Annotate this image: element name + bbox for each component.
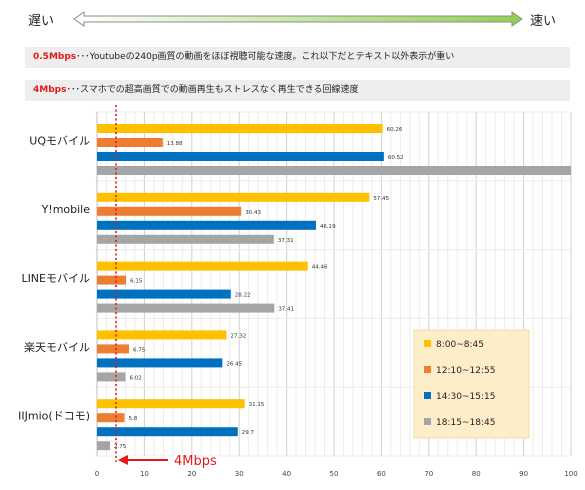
bar-3: [97, 220, 316, 230]
bar-1: [97, 261, 308, 271]
note-0-5mbps: 0.5Mbps･･･Youtubeの240p画質の動画をほぼ視聴可能な速度。これ…: [25, 47, 570, 68]
note-0-5mbps-text: ･･･Youtubeの240p画質の動画をほぼ視聴可能な速度。これ以下だとテキス…: [76, 52, 455, 62]
bar-2: [97, 206, 242, 216]
category-label: 楽天モバイル: [24, 341, 90, 354]
x-tick-label: 80: [472, 470, 481, 478]
x-tick-label: 60: [377, 470, 386, 478]
bar-2: [97, 344, 129, 354]
x-tick-label: 0: [95, 470, 99, 478]
data-label: 2.75: [114, 444, 127, 450]
x-tick-label: 70: [424, 470, 433, 478]
legend-swatch-4: [424, 418, 431, 425]
bar-4: [97, 234, 274, 244]
data-label: 30.43: [245, 210, 261, 216]
data-label: 6.02: [130, 375, 142, 381]
bar-1: [97, 330, 227, 340]
data-label: 60.52: [388, 155, 404, 161]
x-tick-label: 90: [519, 470, 528, 478]
legend-label-4: 18:15~18:45: [436, 418, 495, 428]
legend-swatch-1: [424, 340, 431, 347]
data-label: 31.15: [249, 402, 265, 408]
slow-fast-arrow: [73, 11, 523, 27]
data-label: 46.19: [320, 224, 336, 230]
note-4mbps-text: ･･･スマホでの超高画質での動画再生もストレスなく再生できる回線速度: [66, 85, 359, 95]
data-label: 44.46: [312, 265, 328, 271]
bar-3: [97, 289, 231, 299]
category-label: UQモバイル: [29, 134, 90, 147]
data-label: 37.41: [278, 307, 294, 313]
data-label: 13.88: [167, 141, 183, 147]
bar-2: [97, 275, 127, 285]
x-tick-label: 40: [282, 470, 291, 478]
data-label: 27.32: [230, 333, 246, 339]
category-label: IIJmio(ドコモ): [18, 410, 90, 423]
data-label: 57.45: [373, 196, 389, 202]
bar-3: [97, 152, 384, 161]
bar-4: [97, 166, 571, 175]
data-label: 37.31: [278, 238, 294, 244]
x-tick-label: 30: [235, 470, 244, 478]
bar-1: [97, 399, 245, 409]
data-label: 60.26: [387, 127, 403, 133]
legend-label-3: 14:30~15:15: [436, 392, 495, 402]
data-label: 6.15: [130, 279, 143, 285]
bar-1: [97, 192, 370, 202]
data-label: 26.45: [226, 361, 242, 367]
legend-box: [413, 329, 530, 439]
bar-3: [97, 427, 238, 437]
bar-2: [97, 138, 163, 147]
reference-arrow-head: [117, 455, 128, 465]
slow-label: 遅い: [28, 14, 54, 29]
bar-1: [97, 124, 383, 133]
category-label: Y!mobile: [41, 203, 91, 216]
note-0-5mbps-highlight: 0.5Mbps: [33, 52, 77, 62]
plot-area: 0 10 20 30 40 50 60 70 80 90 100 UQモバイル 60.26 13.88 60…: [18, 105, 578, 478]
x-tick-label: 50: [330, 470, 339, 478]
bar-3: [97, 358, 223, 368]
legend-label-1: 8:00~8:45: [436, 340, 484, 350]
legend-swatch-2: [424, 366, 431, 373]
legend: 8:00~8:45 12:10~12:55 14:30~15:15 18:15~18:…: [413, 329, 530, 439]
reference-label: 4Mbps: [174, 454, 217, 469]
category-label: LINEモバイル: [21, 272, 90, 285]
note-4mbps: 4Mbps･･･スマホでの超高画質での動画再生もストレスなく再生できる回線速度: [25, 80, 570, 101]
note-4mbps-highlight: 4Mbps: [33, 85, 67, 95]
data-label: 5.8: [128, 416, 137, 422]
bar-4: [97, 441, 111, 451]
legend-label-2: 12:10~12:55: [436, 366, 495, 376]
x-tick-label: 20: [187, 470, 196, 478]
fast-label: 速い: [530, 14, 556, 29]
x-tick-label: 100: [564, 470, 577, 478]
bar-4: [97, 303, 275, 313]
x-tick-label: 10: [140, 470, 149, 478]
data-label: 6.75: [133, 347, 146, 353]
data-label: 29.7: [242, 430, 255, 436]
bar-4: [97, 372, 126, 382]
bar-2: [97, 413, 125, 423]
legend-swatch-3: [424, 392, 431, 399]
data-label: 28.22: [235, 293, 251, 299]
